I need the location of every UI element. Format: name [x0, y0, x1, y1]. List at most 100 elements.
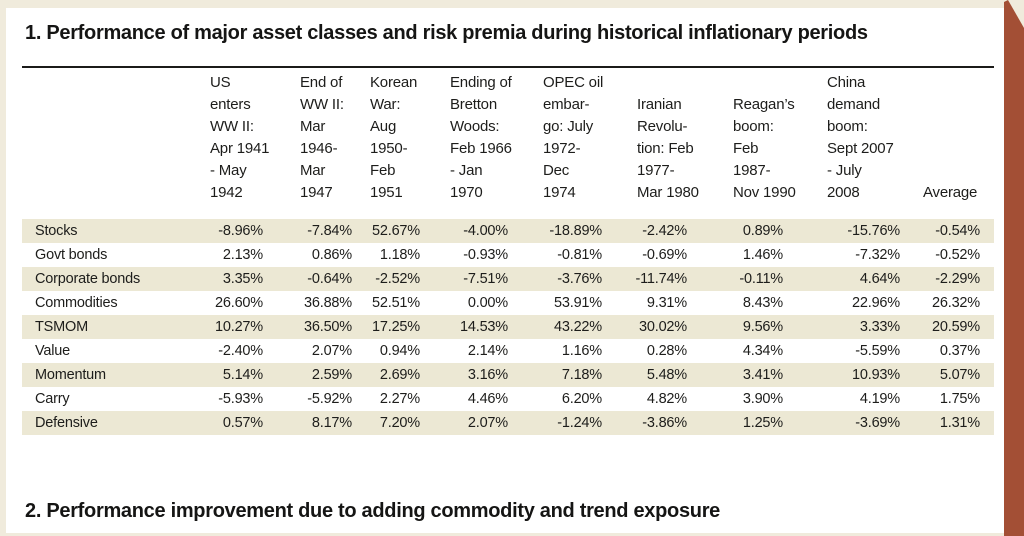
row-label: Carry — [35, 391, 70, 407]
cell-value: 3.90% — [742, 391, 783, 407]
cell-value: -11.74% — [635, 267, 731, 291]
row-label: Defensive — [22, 411, 208, 435]
cell-value: 8.17% — [298, 411, 368, 435]
cell-value: 1.18% — [379, 247, 420, 263]
header-spacer — [22, 67, 208, 215]
row-label: Corporate bonds — [22, 267, 208, 291]
table-header: US enters WW II: Apr 1941 - May 1942 End… — [22, 67, 994, 215]
cell-value: -0.11% — [731, 267, 825, 291]
table-row: Commodities 26.60% 36.88% 52.51% 0.00% 5… — [22, 291, 994, 315]
cell-value: 2.07% — [448, 411, 541, 435]
column-header: Reagan’s boom: Feb 1987- Nov 1990 — [733, 96, 796, 201]
cell-value: -3.86% — [635, 411, 731, 435]
column-header: Average — [923, 184, 978, 201]
column-header: Ending of Bretton Woods: Feb 1966 - Jan … — [450, 74, 512, 201]
cell-value: 0.00% — [467, 295, 508, 311]
cell-value: -7.51% — [448, 267, 541, 291]
cell-value: 0.57% — [208, 411, 298, 435]
cell-value: -2.52% — [368, 267, 448, 291]
cell-value: 7.20% — [368, 411, 448, 435]
table-row: Value -2.40% 2.07% 0.94% 2.14% 1.16% 0.2… — [22, 339, 994, 363]
table-row: Defensive 0.57% 8.17% 7.20% 2.07% -1.24%… — [22, 411, 994, 435]
row-label: Value — [35, 343, 71, 359]
row-label: Commodities — [35, 295, 118, 311]
cell-value: -3.69% — [825, 411, 921, 435]
cell-value: 1.75% — [939, 391, 980, 407]
cell-value: 5.14% — [208, 363, 298, 387]
row-label: Momentum — [22, 363, 208, 387]
column-header: Iranian Revolu- tion: Feb 1977- Mar 1980 — [637, 96, 699, 201]
cell-value: 30.02% — [635, 315, 731, 339]
page-content-area: 1. Performance of major asset classes an… — [6, 8, 1004, 533]
row-label: Govt bonds — [35, 247, 108, 263]
cell-value: -18.89% — [541, 210, 635, 243]
cell-value: -2.40% — [218, 343, 263, 359]
cell-value: -8.96% — [208, 210, 298, 243]
cell-value: 4.82% — [646, 391, 687, 407]
cell-value: 2.13% — [222, 247, 263, 263]
cell-value: 1.46% — [742, 247, 783, 263]
cell-value: 0.86% — [311, 247, 352, 263]
cell-value: 1.16% — [561, 343, 602, 359]
cell-value: 36.88% — [304, 295, 352, 311]
cell-value: -1.24% — [541, 411, 635, 435]
table-row: Corporate bonds 3.35% -0.64% -2.52% -7.5… — [22, 267, 994, 291]
column-header: OPEC oil embar- go: July 1972- Dec 1974 — [543, 74, 604, 201]
cell-value: 26.32% — [932, 295, 980, 311]
cell-value: 6.20% — [561, 391, 602, 407]
cell-value: 10.93% — [825, 363, 921, 387]
cell-value: 10.27% — [208, 315, 298, 339]
cell-value: 22.96% — [852, 295, 900, 311]
cell-value: 1.31% — [921, 411, 994, 435]
cell-value: 9.56% — [731, 315, 825, 339]
cell-value: 4.34% — [742, 343, 783, 359]
cell-value: -15.76% — [825, 210, 921, 243]
cell-value: -0.64% — [298, 267, 368, 291]
cell-value: 9.31% — [646, 295, 687, 311]
cell-value: 3.16% — [448, 363, 541, 387]
cell-value: -7.32% — [855, 247, 900, 263]
cell-value: 2.27% — [379, 391, 420, 407]
cell-value: 2.69% — [368, 363, 448, 387]
table-row: TSMOM 10.27% 36.50% 17.25% 14.53% 43.22%… — [22, 315, 994, 339]
cell-value: 2.59% — [298, 363, 368, 387]
cell-value: -0.93% — [463, 247, 508, 263]
exhibit-table: US enters WW II: Apr 1941 - May 1942 End… — [22, 66, 994, 435]
cell-value: 7.18% — [541, 363, 635, 387]
cell-value: 26.60% — [215, 295, 263, 311]
cell-value: 17.25% — [368, 315, 448, 339]
cell-value: -5.92% — [307, 391, 352, 407]
cell-value: 1.25% — [731, 411, 825, 435]
cell-value: 5.07% — [921, 363, 994, 387]
cell-value: -3.76% — [541, 267, 635, 291]
cell-value: -7.84% — [298, 210, 368, 243]
column-header: China demand boom: Sept 2007 - July 2008 — [827, 74, 894, 201]
cell-value: 43.22% — [541, 315, 635, 339]
section-2-title: 2. Performance improvement due to adding… — [25, 500, 720, 522]
cell-value: 8.43% — [742, 295, 783, 311]
cell-value: -4.00% — [448, 210, 541, 243]
row-label: Stocks — [22, 210, 208, 243]
cell-value: 2.14% — [467, 343, 508, 359]
table-row: Carry -5.93% -5.92% 2.27% 4.46% 6.20% 4.… — [22, 387, 994, 411]
cell-value: -2.29% — [921, 267, 994, 291]
cell-value: 52.67% — [368, 210, 448, 243]
column-header: Korean War: Aug 1950- Feb 1951 — [370, 74, 418, 201]
table-row: Govt bonds 2.13% 0.86% 1.18% -0.93% -0.8… — [22, 243, 994, 267]
cell-value: 3.41% — [731, 363, 825, 387]
page-edge-accent-bar — [1004, 0, 1024, 536]
column-header: End of WW II: Mar 1946- Mar 1947 — [300, 74, 344, 201]
cell-value: 3.33% — [825, 315, 921, 339]
cell-value: 3.35% — [208, 267, 298, 291]
row-label: TSMOM — [22, 315, 208, 339]
cell-value: 53.91% — [554, 295, 602, 311]
cell-value: 14.53% — [448, 315, 541, 339]
cell-value: 0.89% — [731, 210, 825, 243]
cell-value: 5.48% — [635, 363, 731, 387]
cell-value: -0.54% — [921, 210, 994, 243]
section-1-title: 1. Performance of major asset classes an… — [25, 22, 868, 44]
cell-value: 4.64% — [825, 267, 921, 291]
cell-value: -5.93% — [218, 391, 263, 407]
cell-value: -0.69% — [642, 247, 687, 263]
table-row: Stocks -8.96% -7.84% 52.67% -4.00% -18.8… — [22, 210, 994, 243]
